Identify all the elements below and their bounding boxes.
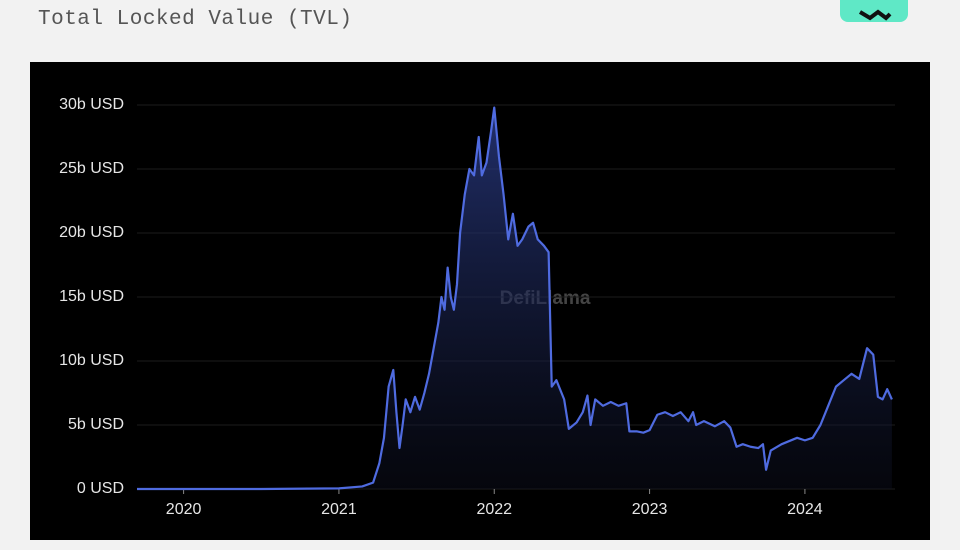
y-tick-label: 5b USD	[68, 416, 124, 433]
action-button[interactable]	[840, 0, 908, 22]
x-tick-label: 2024	[787, 501, 823, 518]
line	[137, 106, 893, 491]
button-icon	[858, 9, 892, 21]
y-tick-label: 20b USD	[59, 224, 124, 241]
x-tick-label: 2020	[166, 501, 202, 518]
x-tick-label: 2022	[476, 501, 512, 518]
x-tick-label: 2021	[321, 501, 357, 518]
y-tick-label: 25b USD	[59, 160, 124, 177]
chart-title: Total Locked Value (TVL)	[38, 8, 353, 31]
y-tick-label: 15b USD	[59, 288, 124, 305]
area	[137, 107, 892, 489]
x-tick-label: 2023	[632, 501, 668, 518]
y-tick-label: 0 USD	[77, 480, 124, 497]
y-tick-label: 30b USD	[59, 96, 124, 113]
y-tick-label: 10b USD	[59, 352, 124, 369]
